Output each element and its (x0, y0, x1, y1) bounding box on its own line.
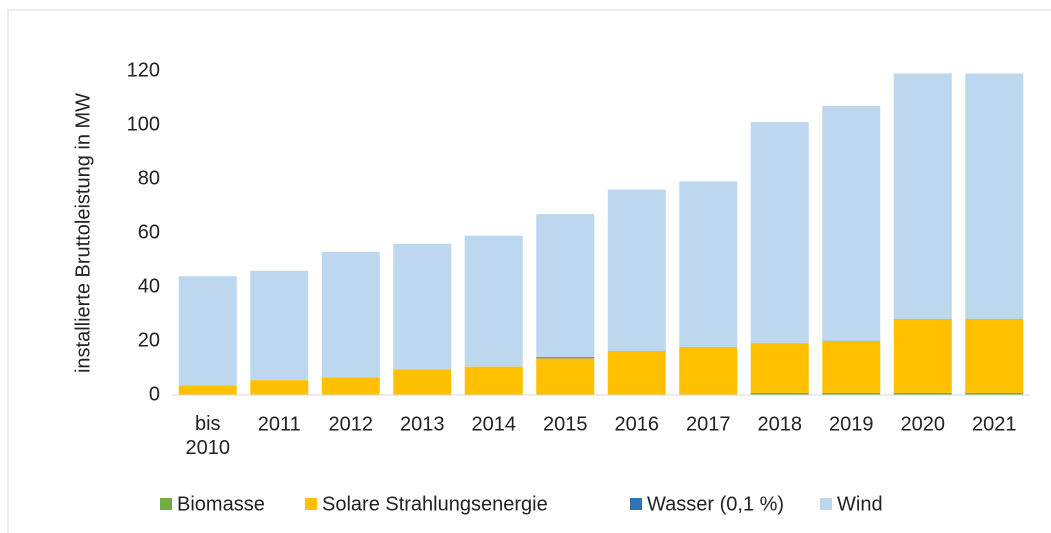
y-tick-label: 60 (138, 221, 160, 243)
bar-segment (536, 214, 595, 358)
bar-segment (965, 73, 1024, 320)
legend-label: Wasser (0,1 %) (647, 493, 784, 515)
bar-segment (822, 392, 881, 395)
legend-swatch (160, 498, 172, 510)
y-tick-label: 100 (127, 113, 160, 135)
legend-swatch (630, 498, 642, 510)
legend-label: Biomasse (177, 493, 265, 515)
bar-segment (393, 369, 452, 395)
bar-segment (250, 270, 309, 381)
bar-segment (750, 392, 809, 395)
y-tick-label: 120 (127, 59, 160, 81)
bar-segment (607, 351, 666, 395)
y-tick-label: 40 (138, 275, 160, 297)
bar-segment (393, 243, 452, 370)
bar-segment (607, 189, 666, 352)
bar-segment (965, 319, 1024, 393)
x-tick-label: 2018 (758, 413, 803, 435)
bar-segment (536, 358, 595, 395)
x-tick-label: 2019 (829, 413, 874, 435)
legend-swatch (820, 498, 832, 510)
bar-segment (822, 105, 881, 341)
legend-swatch (305, 498, 317, 510)
y-tick-label: 0 (149, 383, 160, 405)
bar-segment (536, 357, 595, 359)
bar-segment (965, 392, 1024, 395)
bar-segment (250, 380, 309, 395)
bar-segment (750, 343, 809, 393)
x-tick-label: 2013 (400, 413, 445, 435)
chart-border (7, 9, 1051, 533)
x-tick-label: 2015 (543, 413, 588, 435)
bar-segment (893, 392, 952, 395)
x-tick-label: 2017 (686, 413, 731, 435)
bar-segment (893, 73, 952, 320)
legend-label: Wind (837, 493, 883, 515)
bar-segment (679, 347, 738, 395)
y-tick-label: 20 (138, 329, 160, 351)
x-tick-label: 2016 (615, 413, 660, 435)
bar-segment (893, 319, 952, 393)
x-tick-label: 2014 (472, 413, 517, 435)
x-tick-label: 2020 (901, 413, 946, 435)
bar-segment (822, 341, 881, 393)
bar-segment (679, 181, 738, 348)
x-tick-label: 2011 (258, 413, 301, 435)
bar-segment (750, 122, 809, 344)
bar-segment (464, 366, 523, 395)
bar-segment (464, 235, 523, 367)
legend-label: Solare Strahlungsenergie (322, 493, 548, 515)
bar-segment (178, 276, 237, 386)
bar-segment (178, 385, 237, 395)
y-tick-label: 80 (138, 167, 160, 189)
y-axis-title: installierte Bruttoleistung in MW (72, 93, 94, 373)
x-tick-label: bis 2010 (186, 413, 231, 459)
bar-segment (321, 251, 380, 378)
x-tick-label: 2021 (972, 413, 1017, 435)
x-tick-label: 2012 (329, 413, 374, 435)
bar-segment (321, 377, 380, 395)
